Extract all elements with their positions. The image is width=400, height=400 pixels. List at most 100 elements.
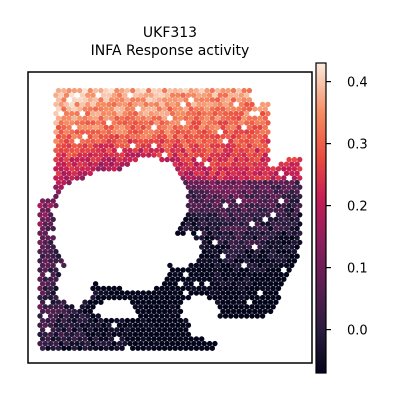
tissue-spot	[101, 332, 106, 337]
tissue-spot	[170, 111, 175, 116]
tissue-spot	[218, 102, 223, 107]
tissue-spot	[96, 139, 101, 144]
tissue-spot	[268, 272, 273, 277]
tissue-spot	[286, 221, 291, 226]
tissue-spot	[90, 93, 95, 98]
tissue-spot	[228, 295, 233, 300]
tissue-spot	[212, 212, 217, 217]
tissue-spot	[210, 346, 215, 351]
tissue-spot	[292, 212, 297, 217]
tissue-spot	[210, 281, 215, 286]
tissue-spot	[284, 171, 289, 176]
tissue-spot	[138, 102, 143, 107]
tissue-spot	[85, 166, 90, 171]
tissue-spot	[66, 88, 71, 93]
tissue-spot	[56, 152, 61, 157]
tissue-spot	[88, 97, 93, 102]
tissue-spot	[186, 166, 191, 171]
tissue-spot	[220, 281, 225, 286]
tissue-spot	[218, 212, 223, 217]
tissue-spot	[199, 189, 204, 194]
tissue-spot	[215, 254, 220, 259]
tissue-spot	[289, 198, 294, 203]
tissue-spot	[263, 208, 268, 213]
tissue-spot	[257, 125, 262, 130]
tissue-spot	[284, 162, 289, 167]
tissue-spot	[210, 143, 215, 148]
tissue-spot	[69, 157, 74, 162]
tissue-spot	[228, 120, 233, 125]
tissue-spot	[223, 267, 228, 272]
tissue-spot	[72, 97, 77, 102]
tissue-spot	[85, 304, 90, 309]
tissue-spot	[40, 208, 45, 213]
tissue-spot	[271, 286, 276, 291]
tissue-spot	[74, 120, 79, 125]
tissue-spot	[252, 171, 257, 176]
tissue-spot	[239, 148, 244, 153]
tissue-spot	[218, 249, 223, 254]
tissue-spot	[170, 313, 175, 318]
tissue-spot	[151, 318, 156, 323]
tissue-spot	[257, 244, 262, 249]
tissue-spot	[188, 217, 193, 222]
tissue-spot	[210, 226, 215, 231]
tissue-spot	[98, 116, 103, 121]
tissue-spot	[178, 290, 183, 295]
tissue-spot	[175, 295, 180, 300]
tissue-spot	[233, 148, 238, 153]
tissue-spot	[239, 231, 244, 236]
tissue-spot	[212, 157, 217, 162]
tissue-spot	[143, 332, 148, 337]
tissue-spot	[236, 217, 241, 222]
tissue-spot	[167, 309, 172, 314]
tissue-spot	[125, 116, 130, 121]
tissue-spot	[61, 309, 66, 314]
tissue-spot	[249, 258, 254, 263]
tissue-spot	[119, 327, 124, 332]
tissue-spot	[154, 286, 159, 291]
tissue-spot	[56, 327, 61, 332]
tissue-spot	[119, 290, 124, 295]
tissue-spot	[162, 281, 167, 286]
tissue-spot	[294, 171, 299, 176]
tissue-spot	[69, 323, 74, 328]
tissue-spot	[231, 290, 236, 295]
tissue-spot	[223, 93, 228, 98]
tissue-spot	[138, 295, 143, 300]
tissue-spot	[162, 290, 167, 295]
tissue-spot	[226, 290, 231, 295]
tissue-spot	[199, 116, 204, 121]
tissue-spot	[196, 203, 201, 208]
tissue-spot	[218, 194, 223, 199]
tissue-spot	[215, 290, 220, 295]
tissue-spot	[223, 157, 228, 162]
tissue-spot	[191, 203, 196, 208]
tissue-spot	[247, 226, 252, 231]
tissue-spot	[220, 272, 225, 277]
tissue-spot	[210, 189, 215, 194]
tissue-spot	[59, 139, 64, 144]
tissue-spot	[37, 304, 42, 309]
tissue-spot	[154, 323, 159, 328]
tissue-spot	[244, 102, 249, 107]
tissue-spot	[284, 226, 289, 231]
tissue-spot	[117, 332, 122, 337]
tissue-spot	[188, 125, 193, 130]
tissue-spot	[207, 175, 212, 180]
tissue-spot	[231, 235, 236, 240]
tissue-spot	[294, 254, 299, 259]
tissue-spot	[244, 175, 249, 180]
tissue-spot	[252, 254, 257, 259]
tissue-spot	[135, 143, 140, 148]
tissue-spot	[241, 134, 246, 139]
tissue-spot	[239, 286, 244, 291]
tissue-spot	[66, 309, 71, 314]
tissue-spot	[69, 139, 74, 144]
tissue-spot	[173, 116, 178, 121]
tissue-spot	[82, 125, 87, 130]
tissue-spot	[37, 221, 42, 226]
tissue-spot	[106, 102, 111, 107]
tissue-spot	[239, 267, 244, 272]
tissue-spot	[239, 212, 244, 217]
